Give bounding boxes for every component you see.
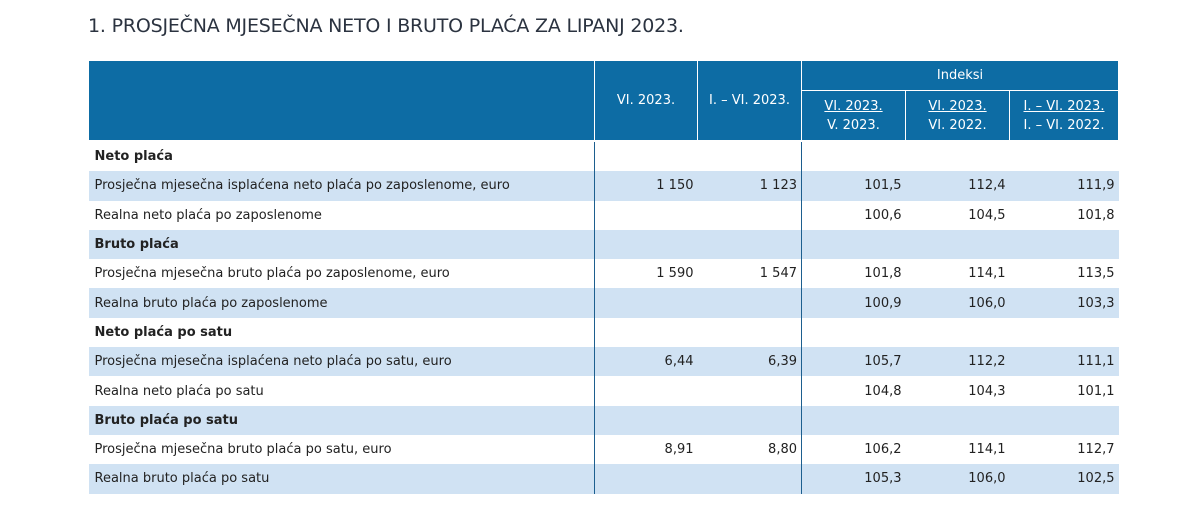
cell-value xyxy=(697,405,802,435)
cell-value xyxy=(905,405,1010,435)
table-row: Prosječna mjesečna bruto plaća po zaposl… xyxy=(88,259,1119,289)
cell-value: 1 590 xyxy=(656,266,694,282)
cell-value: 100,9 xyxy=(801,288,906,318)
cell-value xyxy=(1009,405,1119,435)
section-row: Bruto plaća xyxy=(88,229,1119,260)
cell-value: 112,7 xyxy=(1077,442,1115,458)
row-label: Prosječna mjesečna isplaćena neto plaća … xyxy=(88,171,595,201)
header-indices: Indeksi xyxy=(801,60,1119,91)
cell-value: 8,80 xyxy=(697,434,802,465)
header-label-column xyxy=(88,60,595,142)
table-row: Realna neto plaća po zaposlenome 100,6 104… xyxy=(88,200,1119,230)
section-row: Bruto plaća po satu xyxy=(88,405,1119,435)
cell-value xyxy=(697,464,802,494)
row-label: Prosječna mjesečna bruto plaća po satu, … xyxy=(88,434,595,465)
section-row: Neto plaća xyxy=(88,139,1119,172)
cell-value: 113,5 xyxy=(1077,266,1115,282)
cell-value xyxy=(594,288,698,318)
header-vi-2023: VI. 2023. xyxy=(594,60,698,142)
cell-value: 101,1 xyxy=(1077,383,1115,399)
row-label: Neto plaća po satu xyxy=(88,317,595,348)
cell-value: 104,5 xyxy=(968,207,1006,223)
cell-value xyxy=(697,229,802,260)
table-row: Realna neto plaća po satu 104,8 104,3 101,1 xyxy=(88,376,1119,406)
cell-value: 114,1 xyxy=(968,442,1006,458)
cell-value xyxy=(594,229,698,260)
cell-value xyxy=(905,139,1010,172)
cell-value: 111,1 xyxy=(1009,347,1119,377)
row-label: Realna neto plaća po zaposlenome xyxy=(88,200,595,230)
cell-value: 112,4 xyxy=(905,171,1010,201)
row-label: Prosječna mjesečna bruto plaća po zaposl… xyxy=(88,259,595,289)
page-title: 1. PROSJEČNA MJESEČNA NETO I BRUTO PLAĆA… xyxy=(88,15,684,37)
cell-value xyxy=(1009,229,1119,260)
row-label: Prosječna mjesečna isplaćena neto plaća … xyxy=(88,347,595,377)
table-row: Prosječna mjesečna bruto plaća po satu, … xyxy=(88,434,1119,465)
cell-value: 8,91 xyxy=(664,442,694,458)
cell-value xyxy=(697,200,802,230)
table-row: Realna bruto plaća po zaposlenome 100,9 10… xyxy=(88,288,1119,318)
table-row: Prosječna mjesečna isplaćena neto plaća … xyxy=(88,347,1119,377)
table-row: Prosječna mjesečna isplaćena neto plaća … xyxy=(88,171,1119,201)
cell-value: 101,8 xyxy=(1077,207,1115,223)
cell-value: 6,44 xyxy=(594,347,698,377)
cell-value xyxy=(1009,139,1119,172)
cell-value xyxy=(594,464,698,494)
cell-value: 100,6 xyxy=(864,207,902,223)
row-label: Bruto plaća po satu xyxy=(88,405,595,435)
cell-value xyxy=(906,318,1010,347)
row-label: Neto plaća xyxy=(88,139,595,172)
cell-value: 104,3 xyxy=(968,383,1006,399)
section-row: Neto plaća po satu xyxy=(88,317,1119,348)
cell-value xyxy=(697,288,802,318)
cell-value: 6,39 xyxy=(697,347,802,377)
cell-value xyxy=(595,318,698,347)
cell-value xyxy=(1010,318,1119,347)
cell-value xyxy=(801,405,906,435)
cell-value: 102,5 xyxy=(1009,464,1119,494)
cell-value xyxy=(595,376,698,405)
cell-value xyxy=(594,405,698,435)
cell-value xyxy=(801,139,906,172)
cell-value: 1 547 xyxy=(697,259,802,289)
cell-value xyxy=(697,317,802,348)
cell-value: 101,5 xyxy=(801,171,906,201)
cell-value xyxy=(801,229,906,260)
cell-value xyxy=(905,229,1010,260)
cell-value: 103,3 xyxy=(1009,288,1119,318)
header-index-1: VI. 2023. V. 2023. xyxy=(801,90,906,142)
cell-value: 106,0 xyxy=(905,464,1010,494)
header-i-vi-2023: I. – VI. 2023. xyxy=(697,60,802,142)
cell-value: 106,0 xyxy=(905,288,1010,318)
cell-value xyxy=(594,139,698,172)
cell-value: 106,2 xyxy=(864,442,902,458)
cell-value xyxy=(595,201,698,230)
row-label: Realna bruto plaća po zaposlenome xyxy=(88,288,595,318)
cell-value: 1 123 xyxy=(697,171,802,201)
cell-value: 105,7 xyxy=(801,347,906,377)
row-label: Bruto plaća xyxy=(88,229,595,260)
salary-table: VI. 2023. I. – VI. 2023. Indeksi VI. 202… xyxy=(88,60,1119,494)
cell-value xyxy=(697,139,802,172)
header-index-2: VI. 2023. VI. 2022. xyxy=(905,90,1010,142)
cell-value: 114,1 xyxy=(968,266,1006,282)
cell-value: 101,8 xyxy=(864,266,902,282)
table-row: Realna bruto plaća po satu 105,3 106,0 102,… xyxy=(88,464,1119,494)
cell-value: 112,2 xyxy=(905,347,1010,377)
row-label: Realna bruto plaća po satu xyxy=(88,464,595,494)
cell-value: 105,3 xyxy=(801,464,906,494)
cell-value: 104,8 xyxy=(864,383,902,399)
cell-value xyxy=(697,376,802,406)
cell-value: 111,9 xyxy=(1009,171,1119,201)
cell-value xyxy=(802,318,906,347)
row-label: Realna neto plaća po satu xyxy=(88,376,595,406)
header-index-3: I. – VI. 2023. I. – VI. 2022. xyxy=(1009,90,1119,142)
cell-value: 1 150 xyxy=(594,171,698,201)
